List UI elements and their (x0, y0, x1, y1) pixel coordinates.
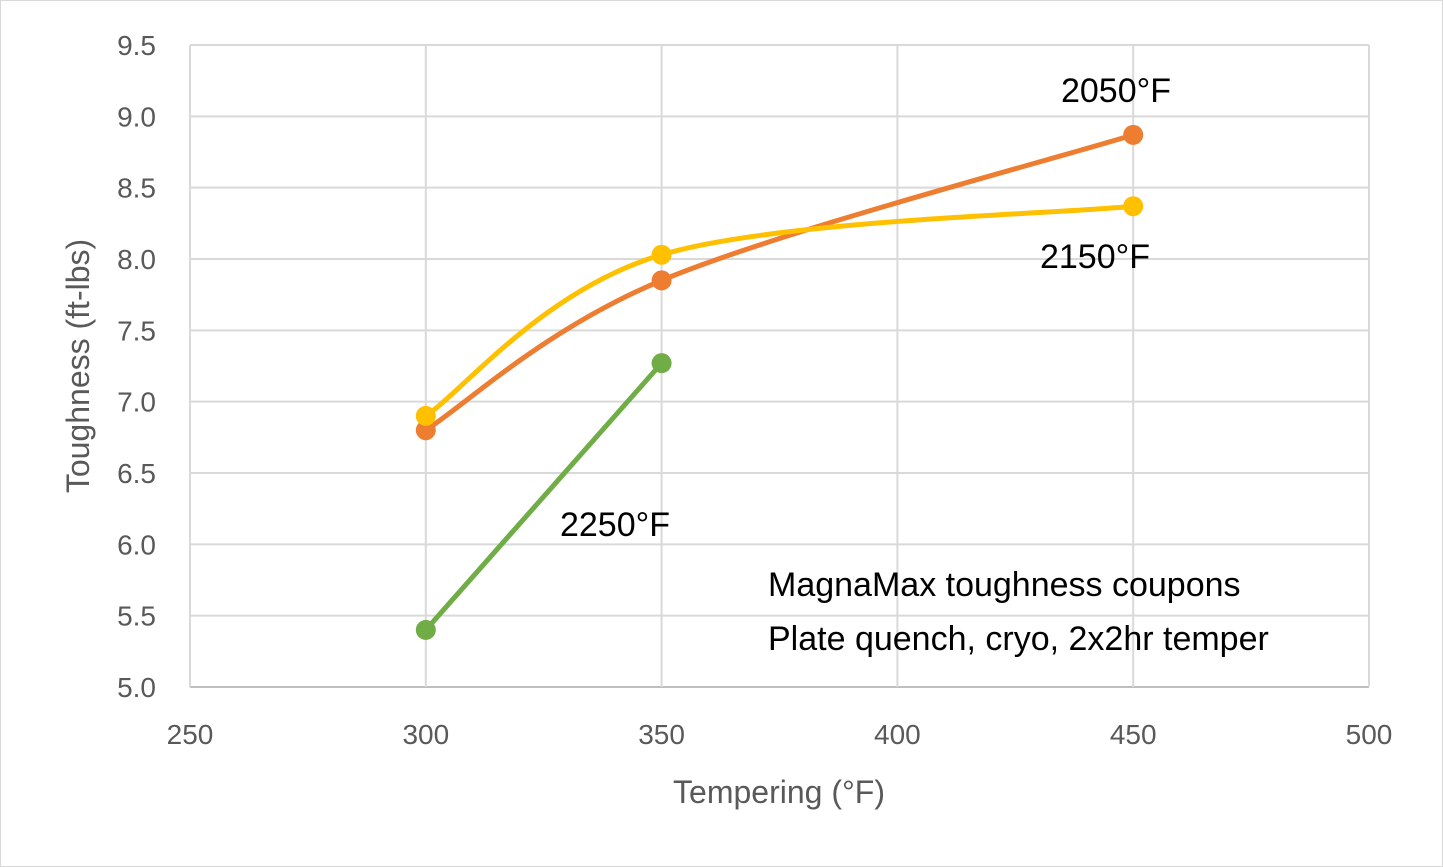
data-point-2150f (415, 405, 436, 426)
y-tick-label: 8.0 (117, 244, 156, 275)
series-layer (415, 124, 1144, 640)
data-point-2050f (415, 420, 436, 441)
x-tick-label: 500 (1346, 719, 1393, 750)
y-tick-label: 8.5 (117, 173, 156, 204)
series-2250f (415, 353, 672, 640)
x-tick-label: 450 (1110, 719, 1157, 750)
series-2050f (415, 124, 1144, 441)
gridlines (189, 44, 1370, 688)
y-tick-label: 5.0 (117, 672, 156, 703)
y-tick-labels: 5.0 5.5 6.0 6.5 7.0 7.5 8.0 8.5 9.0 9.5 (117, 30, 156, 703)
x-tick-label: 250 (167, 719, 214, 750)
data-point-2250f (415, 619, 436, 640)
series-line-2150f (423, 203, 1136, 419)
y-tick-label: 7.0 (117, 387, 156, 418)
data-point-2050f (1123, 124, 1144, 145)
y-tick-label: 5.5 (117, 601, 156, 632)
y-tick-label: 9.5 (117, 30, 156, 61)
series-line-2050f (423, 132, 1136, 433)
series-2150f (415, 196, 1144, 426)
y-tick-label: 6.0 (117, 529, 156, 560)
annotation-line-2: Plate quench, cryo, 2x2hr temper (768, 620, 1269, 658)
x-tick-label: 350 (638, 719, 685, 750)
x-axis-title: Tempering (°F) (673, 774, 885, 810)
annotation-line-1: MagnaMax toughness coupons (768, 566, 1241, 604)
y-tick-label: 7.5 (117, 315, 156, 346)
series-line-2250f (423, 360, 665, 633)
series-label-2050: 2050°F (1061, 72, 1171, 110)
series-label-2150: 2150°F (1040, 238, 1150, 276)
y-tick-label: 6.5 (117, 458, 156, 489)
data-point-2250f (651, 353, 672, 374)
data-point-2050f (651, 270, 672, 291)
data-point-2150f (1123, 196, 1144, 217)
x-tick-labels: 250 300 350 400 450 500 (167, 719, 1393, 750)
data-point-2150f (651, 244, 672, 265)
x-tick-label: 300 (402, 719, 449, 750)
x-tick-label: 400 (874, 719, 921, 750)
y-tick-label: 9.0 (117, 101, 156, 132)
y-axis-title: Toughness (ft-lbs) (60, 239, 96, 493)
series-label-2250: 2250°F (560, 506, 670, 544)
